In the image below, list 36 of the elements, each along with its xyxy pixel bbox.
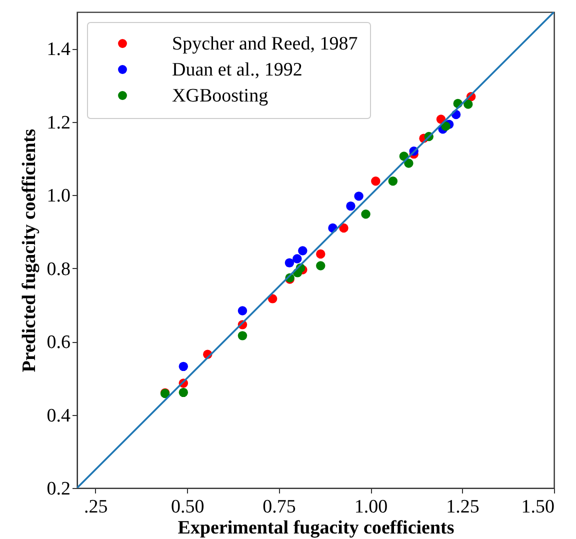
legend-label: Duan et al., 1992 [172,60,302,80]
point [238,331,248,340]
point [316,261,326,270]
point [371,176,380,186]
point [388,176,398,186]
x-axis-title: Experimental fugacity coefficients [178,518,454,538]
y-tick-label: 1.0 [46,186,70,207]
point [292,254,302,264]
point [404,158,414,168]
point [441,122,450,131]
point [354,192,364,201]
x-tick-label: 1.25 [446,496,480,518]
point [361,210,370,219]
x-tick-label: 0.50 [170,496,204,518]
point [284,258,294,268]
y-tick-label: 1.4 [46,39,71,60]
point [178,388,188,398]
x-tick-label: 1.00 [354,496,388,518]
y-axis-title: Predicted fugacity coefficients [18,128,40,372]
point [339,223,348,233]
point [346,201,356,211]
point [238,306,248,316]
y-tick-label: 0.4 [46,405,71,426]
x-tick-label: 0.75 [262,496,296,518]
legend-label: Spycher and Reed, 1987 [172,34,358,54]
y-tick-label: 0.2 [46,478,70,500]
y-tick-label: 0.8 [46,258,70,280]
y-tick-label: 1.2 [46,112,70,134]
point [316,249,326,259]
point [298,246,308,256]
x-tick-label: 1.50 [521,496,554,518]
x-tick-label: .25 [84,496,108,518]
y-tick-label: 0.6 [46,332,70,354]
point [464,100,473,109]
legend-label: XGBoosting [172,86,269,106]
point [178,362,188,372]
